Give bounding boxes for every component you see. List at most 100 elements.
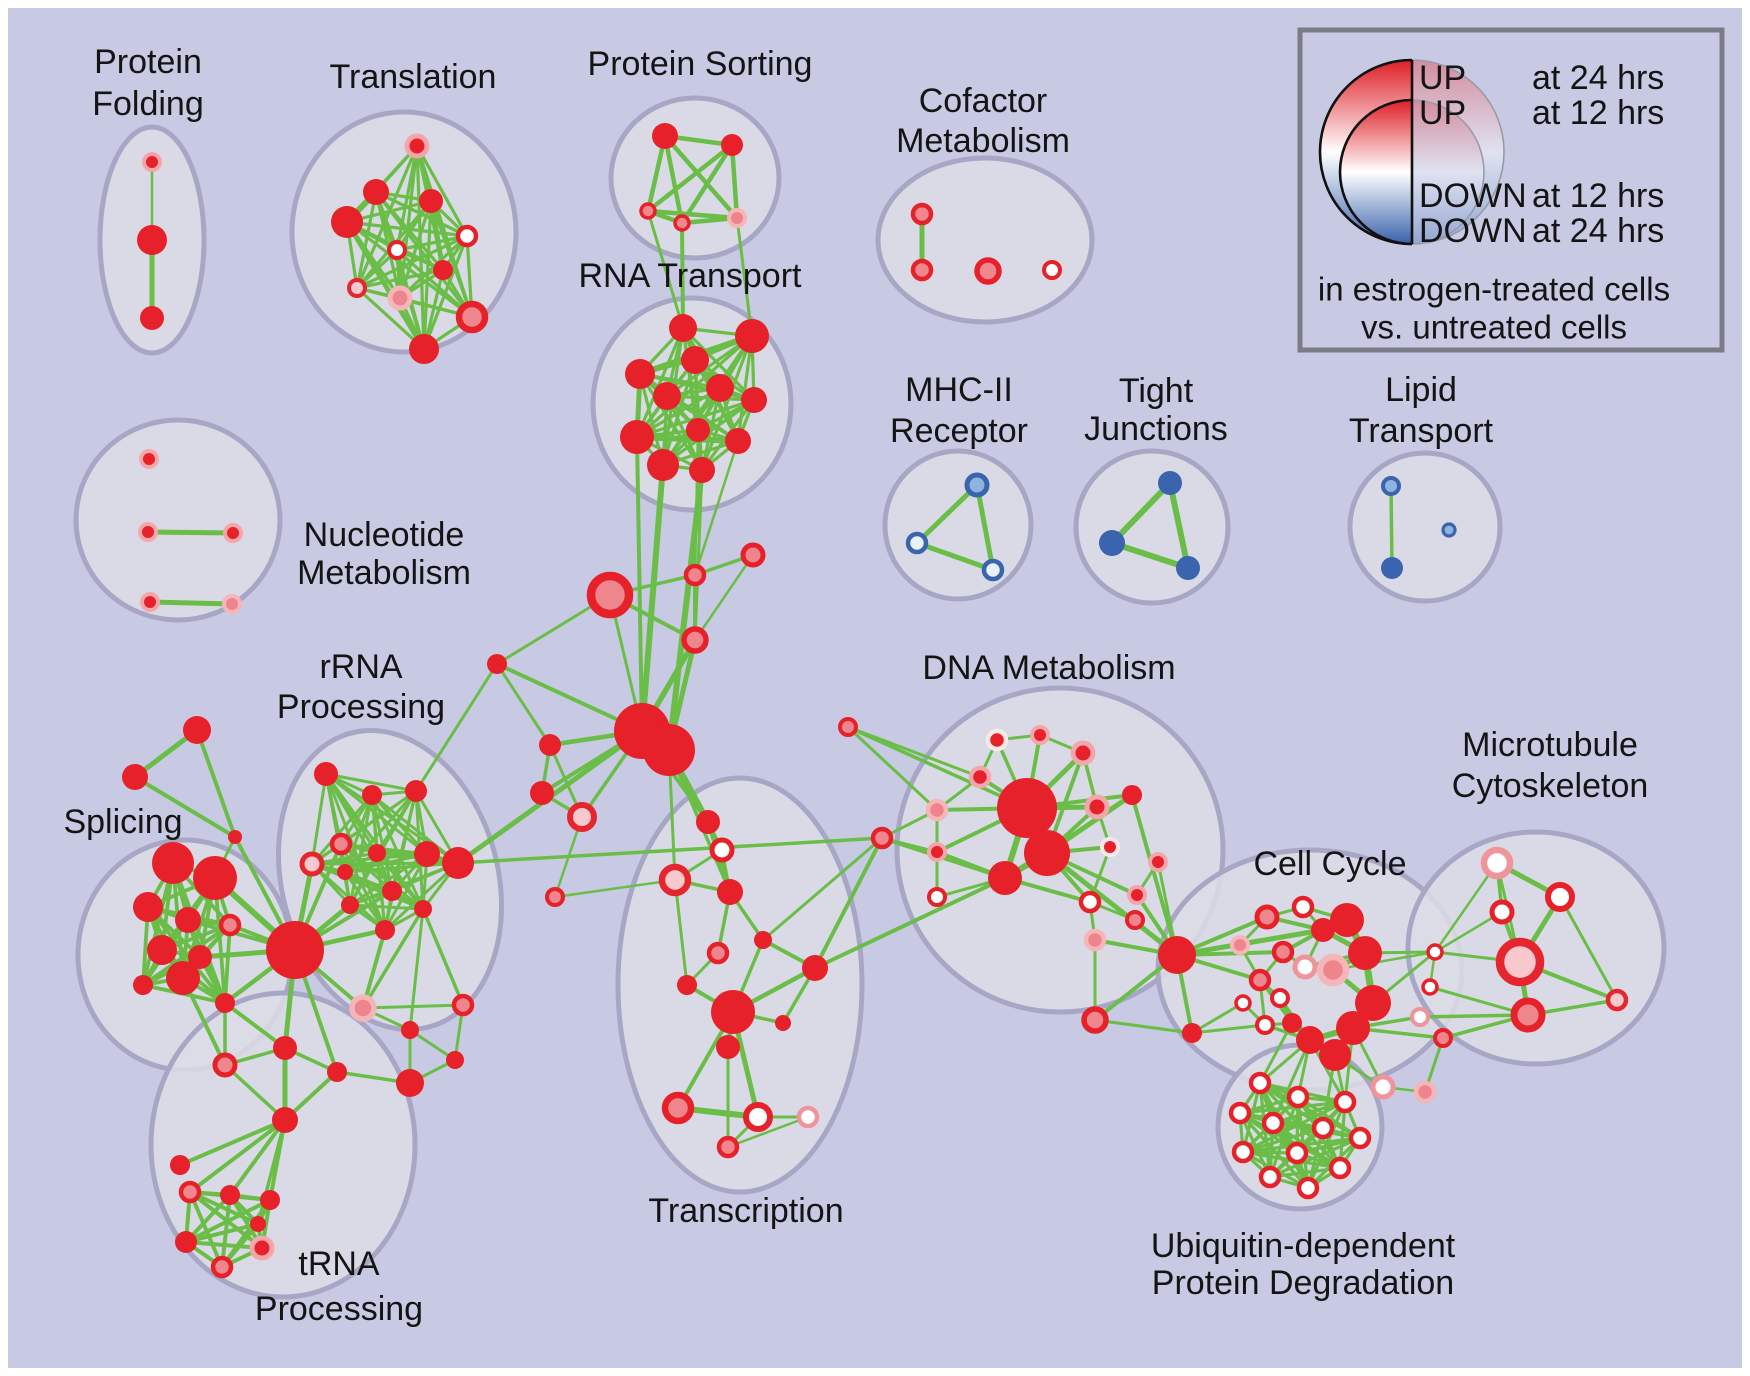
node-d6 [870, 826, 894, 850]
node-h5 [249, 1235, 275, 1261]
node-rt12 [689, 457, 715, 483]
node-sp4 [175, 907, 201, 933]
node-lp1 [1381, 476, 1401, 496]
node-sp2 [193, 856, 237, 900]
node-mt2 [1545, 882, 1575, 912]
node-rt11 [647, 449, 679, 481]
edge [310, 772, 328, 866]
node-tl6 [387, 240, 407, 260]
node-tr1 [183, 716, 211, 744]
edge [395, 248, 474, 319]
edge [223, 923, 232, 1005]
node-d10 [988, 861, 1022, 895]
edge [147, 599, 235, 607]
node-rt9 [686, 418, 710, 442]
cluster-ellipse-nm [73, 417, 283, 623]
node-ps3 [639, 202, 657, 220]
node-t14 [796, 1105, 820, 1129]
edge [223, 1063, 287, 1122]
cluster-label-tj: Tight [1119, 372, 1194, 410]
edge [361, 907, 425, 1010]
edge [415, 144, 469, 238]
node-lp3 [1441, 522, 1457, 538]
edge [421, 907, 465, 1007]
legend-direction-label: UP [1419, 59, 1466, 97]
edge [662, 133, 740, 221]
node-h1 [178, 1180, 202, 1204]
node-tl3 [419, 189, 443, 213]
node-rt2 [735, 319, 769, 353]
node-ub1 [1248, 1071, 1272, 1095]
edge [345, 220, 469, 238]
edge [414, 662, 499, 793]
edge [145, 529, 236, 536]
node-b2 [401, 1021, 419, 1039]
node-mt11 [1413, 1080, 1437, 1104]
edge [645, 208, 740, 221]
cluster-label-tx: Transcription [648, 1192, 843, 1230]
cluster-label-ub: Ubiquitin-dependent [1151, 1227, 1456, 1265]
node-rt5 [653, 382, 681, 410]
legend-note: vs. untreated cells [1361, 309, 1627, 346]
edge [1271, 1038, 1312, 1125]
cluster-label-cf: Cofactor [919, 82, 1048, 120]
edge [1268, 1166, 1342, 1179]
node-cc9 [1248, 968, 1272, 992]
node-nm4 [140, 592, 160, 612]
edge [665, 334, 754, 398]
node-mt6 [1510, 997, 1546, 1033]
node-tj3 [1176, 556, 1200, 580]
edge [422, 199, 433, 351]
edge [223, 1001, 287, 1050]
node-tl11 [409, 334, 439, 364]
edge [1271, 1100, 1347, 1125]
node-tn4 [272, 1107, 298, 1133]
cluster-label-nm: Nucleotide [304, 516, 465, 554]
node-t11 [775, 1015, 791, 1031]
edge [553, 878, 677, 899]
node-d9 [1024, 830, 1070, 876]
edge [914, 540, 996, 573]
legend-outer-right-outline [1411, 59, 1505, 245]
edge [184, 1240, 264, 1250]
cluster-label-cf: Metabolism [896, 122, 1070, 160]
node-ub2 [1286, 1085, 1310, 1109]
nodes [122, 123, 1629, 1279]
node-ps5 [727, 208, 747, 228]
node-mh3 [981, 558, 1005, 582]
edge [188, 1190, 260, 1226]
edge [345, 220, 474, 319]
edge [735, 216, 754, 338]
cluster-label-lp: Transport [1349, 412, 1494, 450]
edge [635, 435, 644, 733]
node-sp6 [147, 935, 177, 965]
node-mt4 [1426, 943, 1444, 961]
node-mt10 [1433, 1028, 1453, 1048]
node-mh2 [905, 531, 929, 555]
node-mt7 [1605, 988, 1629, 1012]
edge [184, 1222, 260, 1244]
edge [666, 467, 705, 753]
edge [355, 144, 419, 290]
node-rt10 [725, 428, 751, 454]
node-sat3 [567, 802, 597, 832]
node-cf4 [1042, 260, 1062, 280]
node-sat1 [539, 734, 561, 756]
node-tl4 [331, 206, 363, 238]
node-tn5 [170, 1155, 190, 1175]
edge [736, 334, 754, 443]
edge [1238, 1111, 1272, 1179]
node-t10 [716, 1035, 740, 1059]
edge [324, 772, 425, 911]
cluster-label-mh: MHC-II [905, 371, 1013, 409]
edge [324, 772, 387, 932]
edge [383, 852, 429, 932]
node-ub12 [1296, 1176, 1320, 1200]
node-cc3 [1311, 918, 1335, 942]
node-ub10 [1328, 1156, 1352, 1180]
node-sp8 [166, 961, 200, 995]
edge [355, 190, 378, 290]
node-c4 [681, 626, 709, 654]
node-rr2 [362, 785, 382, 805]
